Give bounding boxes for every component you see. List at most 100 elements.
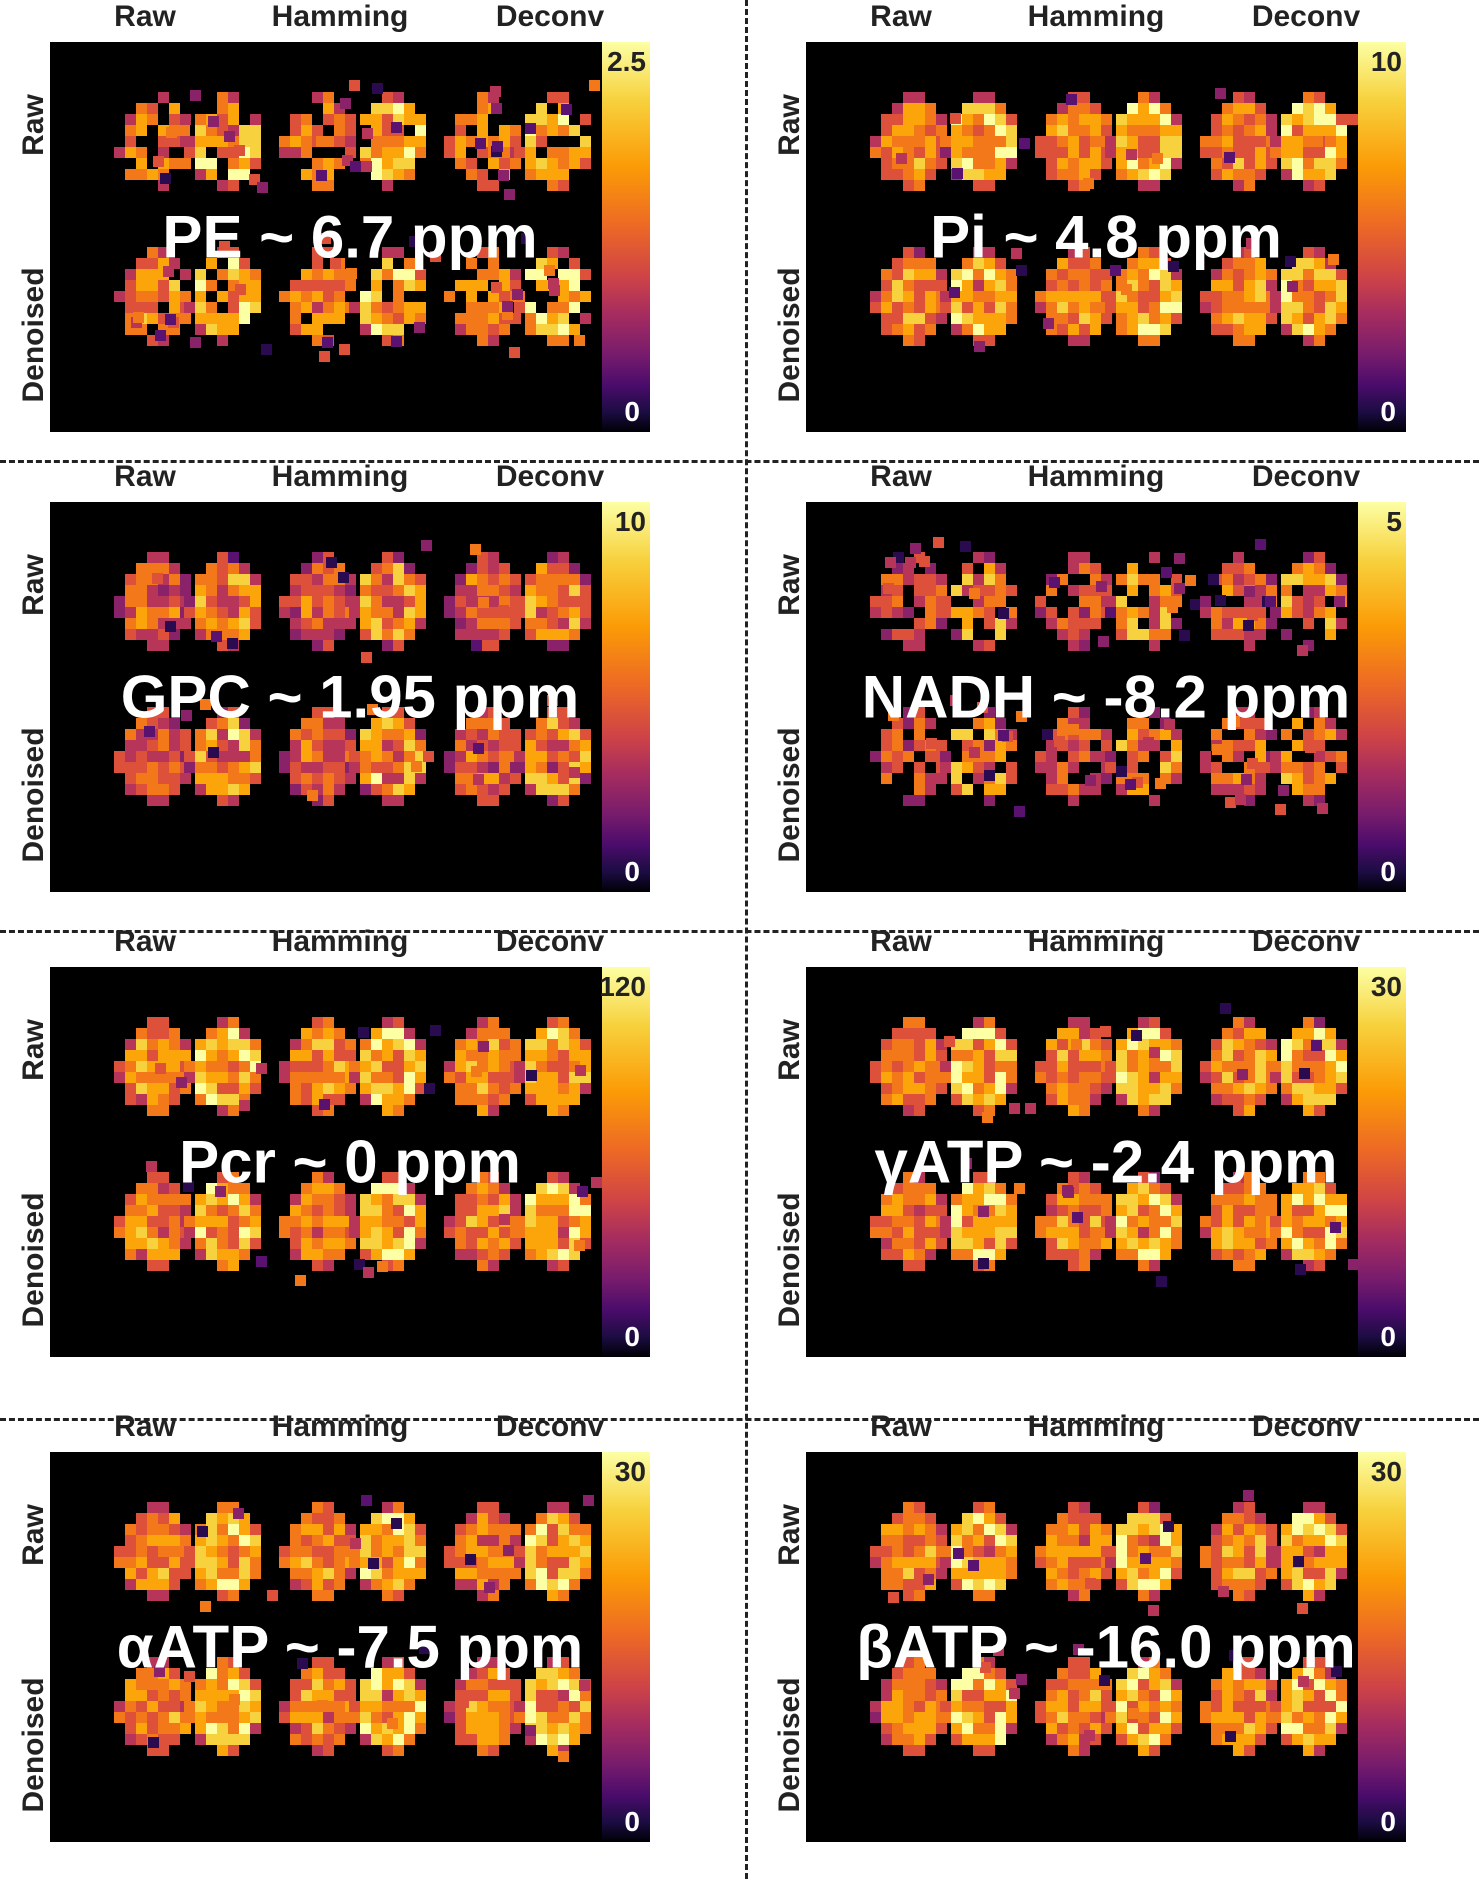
- voxel: [525, 1216, 536, 1227]
- voxel: [301, 1568, 312, 1579]
- voxel: [1079, 1072, 1090, 1083]
- voxel: [404, 1194, 415, 1205]
- voxel: [984, 707, 995, 718]
- voxel: [510, 1194, 521, 1205]
- voxel: [1233, 147, 1244, 158]
- voxel: [488, 729, 499, 740]
- voxel: [382, 1216, 393, 1227]
- voxel: [1138, 607, 1149, 618]
- voxel: [228, 269, 239, 280]
- voxel: [1303, 1701, 1314, 1712]
- noise-voxel: [1247, 610, 1258, 621]
- voxel: [925, 147, 936, 158]
- voxel: [1006, 585, 1017, 596]
- voxel: [1303, 335, 1314, 346]
- voxel: [228, 291, 239, 302]
- voxel: [870, 607, 881, 618]
- voxel: [1314, 1535, 1325, 1546]
- noise-voxel: [498, 605, 509, 616]
- voxel: [1171, 751, 1182, 762]
- voxel: [1211, 1205, 1222, 1216]
- voxel: [1046, 147, 1057, 158]
- noise-voxel: [1278, 785, 1289, 796]
- voxel: [1222, 1579, 1233, 1590]
- voxel: [914, 180, 925, 191]
- voxel: [1090, 1690, 1101, 1701]
- voxel: [393, 618, 404, 629]
- voxel: [1079, 1039, 1090, 1050]
- voxel: [1149, 1238, 1160, 1249]
- voxel: [1046, 751, 1057, 762]
- voxel: [536, 1734, 547, 1745]
- voxel: [312, 291, 323, 302]
- voxel: [301, 324, 312, 335]
- voxel: [1116, 574, 1127, 585]
- voxel: [239, 1094, 250, 1105]
- voxel: [415, 1050, 426, 1061]
- noise-voxel: [256, 1256, 267, 1267]
- voxel: [973, 1590, 984, 1601]
- voxel: [1116, 1679, 1127, 1690]
- voxel: [136, 1568, 147, 1579]
- voxel: [1281, 1227, 1292, 1238]
- voxel: [147, 707, 158, 718]
- voxel: [1068, 1194, 1079, 1205]
- voxel: [1149, 607, 1160, 618]
- voxel: [925, 1723, 936, 1734]
- voxel: [136, 1072, 147, 1083]
- voxel: [477, 707, 488, 718]
- voxel: [228, 1172, 239, 1183]
- voxel: [1314, 773, 1325, 784]
- voxel: [228, 1050, 239, 1061]
- voxel: [301, 1690, 312, 1701]
- voxel: [290, 629, 301, 640]
- voxel: [250, 762, 261, 773]
- voxel: [1233, 92, 1244, 103]
- voxel: [184, 1546, 195, 1557]
- voxel: [973, 1039, 984, 1050]
- voxel: [881, 596, 892, 607]
- voxel: [925, 563, 936, 574]
- voxel: [114, 596, 125, 607]
- voxel: [914, 125, 925, 136]
- voxel: [995, 1183, 1006, 1194]
- voxel: [301, 1238, 312, 1249]
- voxel: [1270, 136, 1281, 147]
- voxel: [558, 574, 569, 585]
- voxel: [184, 1061, 195, 1072]
- voxel: [510, 1205, 521, 1216]
- voxel: [382, 1094, 393, 1105]
- voxel: [499, 1061, 510, 1072]
- voxel: [125, 1249, 136, 1260]
- voxel: [903, 740, 914, 751]
- voxel: [892, 1701, 903, 1712]
- voxel: [984, 258, 995, 269]
- voxel: [973, 1535, 984, 1546]
- voxel: [499, 269, 510, 280]
- voxel: [382, 1017, 393, 1028]
- voxel: [1244, 1238, 1255, 1249]
- voxel: [510, 1568, 521, 1579]
- voxel: [1127, 1238, 1138, 1249]
- voxel: [1149, 1513, 1160, 1524]
- voxel: [1149, 1690, 1160, 1701]
- voxel: [914, 1524, 925, 1535]
- voxel: [1200, 607, 1211, 618]
- voxel: [158, 596, 169, 607]
- voxel: [536, 1679, 547, 1690]
- voxel: [125, 729, 136, 740]
- voxel: [903, 574, 914, 585]
- voxel: [147, 607, 158, 618]
- voxel: [1292, 136, 1303, 147]
- voxel: [147, 1535, 158, 1546]
- voxel: [1160, 269, 1171, 280]
- voxel: [1222, 1701, 1233, 1712]
- voxel: [1255, 258, 1266, 269]
- voxel: [914, 269, 925, 280]
- noise-voxel: [961, 1158, 972, 1169]
- voxel: [1006, 125, 1017, 136]
- noise-voxel: [1042, 729, 1053, 740]
- voxel: [415, 1679, 426, 1690]
- voxel: [1314, 1028, 1325, 1039]
- voxel: [158, 1249, 169, 1260]
